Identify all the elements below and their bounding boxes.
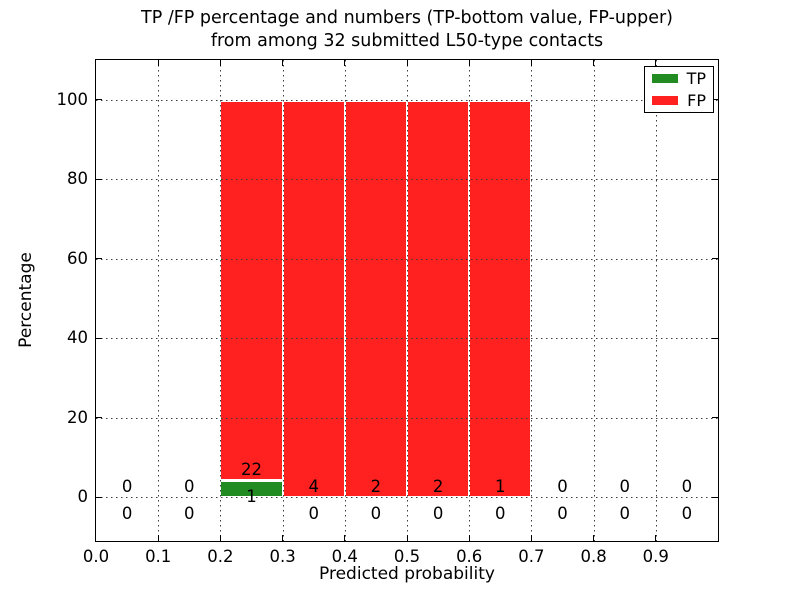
y-tick-left (96, 178, 102, 180)
v-gridline (344, 60, 346, 541)
y-tick-label: 0 (77, 487, 89, 507)
legend-item-fp: FP (652, 92, 706, 109)
legend-swatch-tp (652, 74, 678, 83)
annotation-tp-count: 0 (619, 503, 630, 523)
y-tick-left (96, 417, 102, 419)
x-tick-top (655, 60, 657, 66)
annotation-fp-count: 0 (557, 476, 568, 496)
x-tick-top (282, 60, 284, 66)
chart-title: TP /FP percentage and numbers (TP-bottom… (96, 7, 718, 53)
annotation-fp-count: 1 (495, 476, 506, 496)
x-tick-label: 0.0 (82, 547, 110, 566)
annotation-tp-count: 1 (246, 486, 257, 506)
v-gridline (282, 60, 284, 541)
v-gridline (655, 60, 657, 541)
v-gridline (469, 60, 471, 541)
x-tick-label: 0.8 (580, 547, 607, 566)
legend-item-tp: TP (652, 70, 706, 87)
annotation-fp-count: 0 (619, 476, 630, 496)
x-axis-label: Predicted probability (319, 564, 495, 584)
x-tick-label: 0.6 (456, 547, 483, 566)
x-tick-label: 0.3 (269, 547, 296, 566)
v-gridline (531, 60, 533, 541)
annotation-tp-count: 0 (370, 503, 382, 523)
y-tick-right (712, 337, 718, 339)
bar-segment-fp (220, 100, 283, 480)
annotation-tp-count: 0 (121, 503, 133, 523)
x-tick-bottom (406, 535, 408, 541)
annotation-fp-count: 4 (308, 476, 319, 496)
x-tick-top (219, 60, 221, 66)
y-tick-label: 20 (67, 407, 88, 427)
y-tick-left (96, 496, 102, 498)
x-tick-bottom (219, 535, 221, 541)
x-tick-label: 0.5 (393, 547, 421, 566)
annotation-fp-count: 0 (184, 476, 195, 496)
v-gridline (407, 60, 408, 541)
annotation-tp-count: 0 (432, 503, 444, 523)
y-tick-label: 40 (67, 328, 88, 348)
x-tick-top (593, 60, 595, 66)
x-tick-label: 0.9 (642, 547, 669, 566)
chart-title-line1: TP /FP percentage and numbers (TP-bottom… (141, 8, 673, 28)
x-tick-top (468, 60, 470, 66)
chart-title-line2: from among 32 submitted L50-type contact… (210, 31, 604, 51)
x-tick-bottom (344, 535, 346, 541)
y-tick-label: 100 (56, 89, 89, 109)
v-gridline (593, 60, 595, 541)
annotation-fp-count: 0 (681, 476, 693, 496)
plot-area: TP FP 0 0 0 0 22 1 4 0 2 0 2 0 1 0 0 0 0 0 0 0 0.0 0.1 0.2 0.3 0… (57, 59, 719, 566)
x-tick-label: 0.1 (145, 547, 172, 566)
y-tick-label: 80 (67, 169, 88, 189)
y-tick-right (712, 99, 718, 101)
y-tick-label: 60 (67, 248, 88, 268)
y-tick-right (712, 258, 718, 260)
y-tick-right (712, 496, 718, 498)
x-tick-bottom (282, 535, 284, 541)
annotation-tp-count: 0 (681, 503, 693, 523)
annotation-fp-count: 2 (370, 476, 382, 496)
x-tick-bottom (157, 535, 159, 541)
bar-segment-fp (282, 100, 345, 498)
x-tick-top (530, 60, 532, 66)
v-gridline (158, 60, 160, 541)
x-tick-top (157, 60, 159, 66)
annotation-tp-count: 0 (184, 503, 195, 523)
x-tick-top (344, 60, 346, 66)
annotation-tp-count: 0 (495, 503, 506, 523)
y-tick-left (96, 337, 102, 339)
x-tick-label: 0.4 (331, 547, 358, 566)
y-tick-left (96, 99, 102, 101)
bar-segment-fp (469, 100, 532, 498)
x-tick-bottom (468, 535, 470, 541)
v-gridline (220, 60, 222, 541)
annotation-fp-count: 2 (432, 476, 444, 496)
x-tick-bottom (655, 535, 657, 541)
annotation-fp-count: 22 (241, 459, 262, 479)
legend-label-tp: TP (686, 69, 706, 88)
bar-segment-fp (344, 100, 407, 498)
y-tick-right (712, 178, 718, 180)
x-tick-label: 0.2 (207, 547, 234, 566)
y-axis-label: Percentage (16, 252, 36, 348)
annotation-tp-count: 0 (308, 503, 319, 523)
bar-segment-fp (407, 100, 470, 498)
annotation-tp-count: 0 (557, 503, 568, 523)
annotation-fp-count: 0 (121, 476, 133, 496)
y-tick-left (96, 258, 102, 260)
x-tick-bottom (593, 535, 595, 541)
y-tick-right (712, 417, 718, 419)
x-tick-label: 0.7 (518, 547, 545, 566)
legend: TP FP (644, 66, 714, 113)
legend-swatch-fp (652, 96, 679, 105)
x-tick-bottom (530, 535, 532, 541)
x-tick-top (406, 60, 408, 66)
legend-label-fp: FP (687, 91, 706, 110)
